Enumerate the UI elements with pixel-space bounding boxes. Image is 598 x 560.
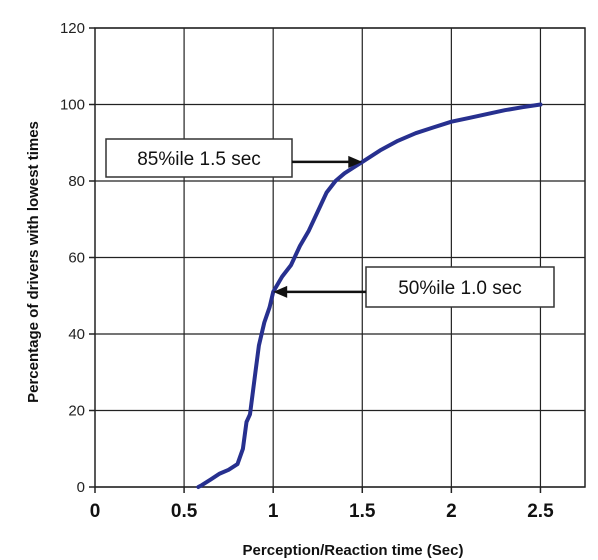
annotation-50-percentile: 50%ile 1.0 sec	[273, 266, 555, 308]
annotation-50-arrowhead	[273, 285, 288, 298]
y-tick-label: 40	[68, 326, 85, 343]
y-tick-label: 0	[77, 479, 85, 496]
annotation-85-arrowhead	[348, 155, 363, 168]
y-tick-label: 60	[68, 250, 85, 267]
x-tick-label: 0.5	[171, 501, 198, 522]
axes: 0 20 40 60 80 100 120 0 0.5 1 1.5 2 2.5	[60, 20, 586, 522]
y-tick-label: 20	[68, 403, 85, 420]
y-axis-title: Percentage of drivers with lowest times	[25, 121, 42, 403]
annotation-85-percentile: 85%ile 1.5 sec	[105, 138, 363, 178]
annotation-85-text: 85%ile 1.5 sec	[137, 149, 261, 170]
plot-frame	[94, 27, 586, 488]
x-tick-label: 1.5	[349, 501, 376, 522]
y-tick-label: 80	[68, 173, 85, 190]
grid	[95, 27, 585, 488]
y-tick-label: 100	[60, 97, 85, 114]
x-tick-label: 1	[268, 501, 279, 522]
x-tick-label: 0	[90, 501, 101, 522]
series-line	[196, 102, 543, 489]
x-tick-label: 2.5	[527, 501, 554, 522]
x-tick-label: 2	[446, 501, 457, 522]
annotation-50-text: 50%ile 1.0 sec	[398, 278, 522, 299]
y-tick-label: 120	[60, 20, 85, 37]
annotation-85-box	[105, 138, 293, 178]
annotation-50-box	[365, 266, 555, 308]
x-axis-title: Perception/Reaction time (Sec)	[243, 542, 464, 559]
